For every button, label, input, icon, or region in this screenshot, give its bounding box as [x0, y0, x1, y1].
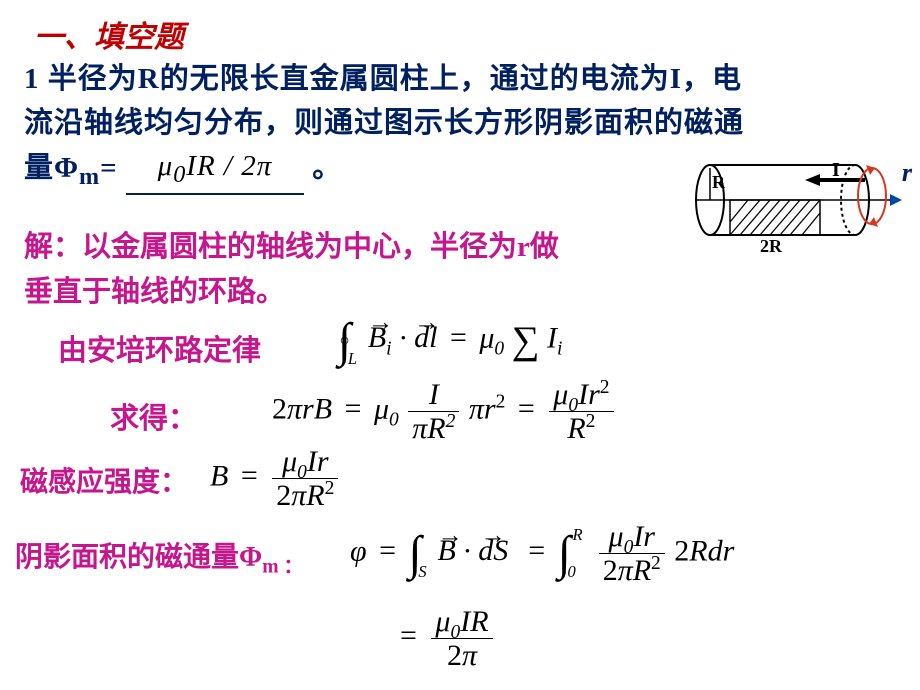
ampere-label: 由安培环路定律: [58, 327, 261, 369]
result-label: 求得：: [110, 395, 197, 437]
axis-arrow: [890, 194, 902, 206]
sol1-r: r: [517, 231, 530, 263]
width-label-text: 2R: [760, 236, 783, 256]
flux-result-equation: = μ0IR2π: [395, 605, 495, 672]
answer-blank: μ0IR / 2π: [126, 145, 304, 195]
sol1-a: 解：以金属圆柱的轴线为中心，半径为: [24, 231, 517, 263]
bfield-label: 磁感应强度：: [20, 460, 188, 500]
r-label: r: [902, 158, 912, 188]
R-label-text: R: [712, 172, 726, 192]
cylinder-diagram: R 2R I: [680, 150, 910, 260]
phi-sub: m: [79, 163, 100, 190]
section-header: 一、填空题: [34, 12, 184, 56]
slide: 一、填空题 1 半径为R的无限长直金属圆柱上，通过的电流为I，电 流沿轴线均匀分…: [0, 0, 920, 690]
problem-line-2: 流沿轴线均匀分布，则通过图示长方形阴影面积的磁通: [24, 107, 744, 139]
solution-intro: 解：以金属圆柱的轴线为中心，半径为r做 垂直于轴线的环路。: [24, 225, 654, 315]
ampere-equation: ∫L Bi · dl = μ0 ∑ Ii: [338, 318, 562, 363]
solve-equation: 2πrB = μ0 IπR2 πr2 = μ0Ir2R2: [272, 378, 616, 445]
sol1-c: 垂直于轴线的环路。: [24, 276, 285, 308]
loop-circle: [858, 168, 886, 224]
sol1-b: 做: [530, 231, 559, 263]
flux-label-b: m ：: [262, 557, 303, 578]
problem-line-1: 1 半径为R的无限长直金属圆柱上，通过的电流为I，电: [24, 63, 742, 95]
I-label-text: I: [832, 159, 840, 181]
flux-integral-equation: φ = ∫S B · dS = ∫0R μ0Ir2πR2 2Rdr: [350, 520, 734, 587]
flux-label: 阴影面积的磁通量Φm ：: [15, 535, 303, 579]
flux-label-a: 阴影面积的磁通量Φ: [15, 542, 262, 573]
bfield-equation: B = μ0Ir2πR2: [210, 445, 340, 512]
problem-line-3a: 量Φ: [24, 152, 79, 184]
problem-line-3c: 。: [312, 152, 342, 184]
problem-line-3b: =: [100, 152, 118, 184]
